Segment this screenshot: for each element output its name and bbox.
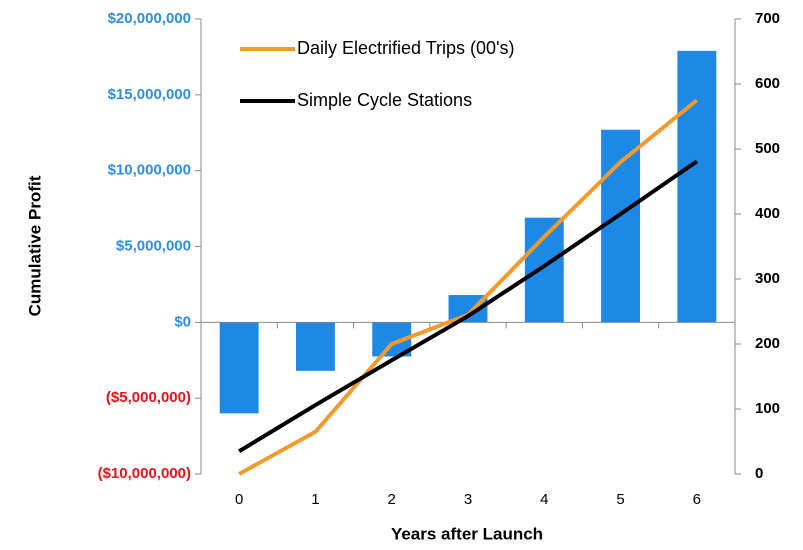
x-tick-label: 6 [693,491,701,508]
bar [524,217,564,323]
bar [677,50,717,323]
y-tick-label: $20,000,000 [108,10,191,27]
x-tick-label: 0 [235,491,243,508]
x-tick-label: 4 [540,491,548,508]
y2-tick-label: 700 [755,10,780,27]
legend-label: Daily Electrified Trips (00's) [297,38,515,58]
y2-tick-label: 100 [755,400,780,417]
legend-label: Simple Cycle Stations [297,90,472,110]
y-tick-label: ($5,000,000) [106,389,191,406]
y-tick-label: ($10,000,000) [98,465,191,482]
bar [295,322,335,371]
x-tick-label: 1 [311,491,319,508]
y-tick-label: $10,000,000 [108,162,191,179]
y2-tick-label: 600 [755,75,780,92]
y-tick-label: $15,000,000 [108,86,191,103]
y2-tick-label: 400 [755,205,780,222]
x-tick-label: 2 [388,491,396,508]
bar [601,129,641,323]
y-axis-title: Cumulative Profit [25,175,44,316]
y2-tick-label: 500 [755,140,780,157]
x-axis-title: Years after Launch [391,524,543,543]
bar [219,322,259,414]
y2-tick-label: 300 [755,270,780,287]
line [238,159,698,453]
y-tick-label: $5,000,000 [116,237,191,254]
y2-tick-label: 0 [755,465,763,482]
y-tick-label: $0 [174,313,191,330]
x-tick-label: 3 [464,491,472,508]
x-tick-label: 5 [616,491,624,508]
y2-tick-label: 200 [755,335,780,352]
